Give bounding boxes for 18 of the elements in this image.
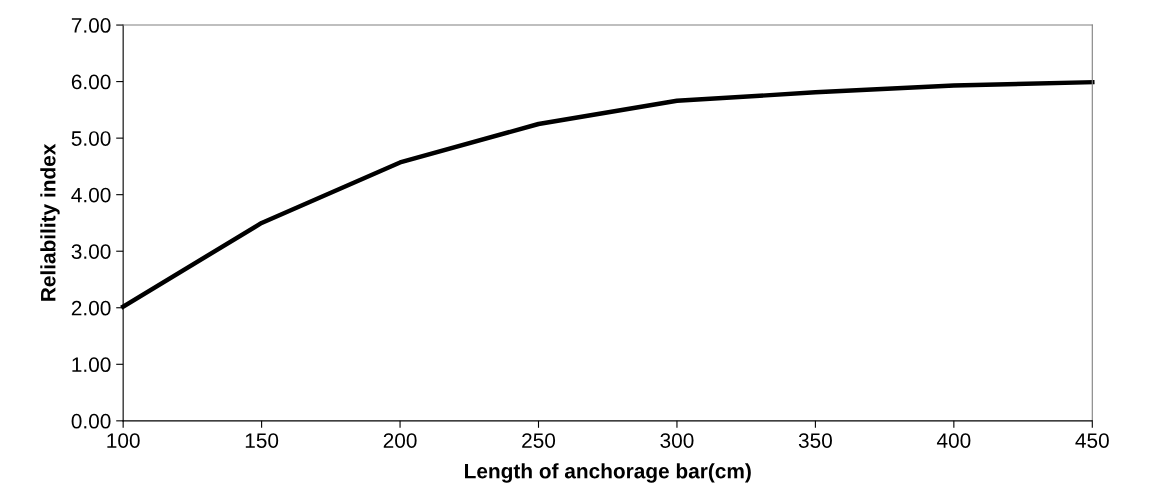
y-tick-label: 6.00 bbox=[71, 74, 111, 90]
x-tick-label: 250 bbox=[522, 433, 556, 448]
y-tick-label: 3.00 bbox=[71, 244, 111, 259]
y-tick-label: 0.00 bbox=[71, 413, 111, 429]
y-tick-label: 5.00 bbox=[71, 131, 111, 146]
x-tick-label: 150 bbox=[245, 433, 279, 448]
x-tick-label: 300 bbox=[660, 433, 694, 448]
y-tick-label: 1.00 bbox=[72, 357, 111, 373]
y-axis-title: Reliability index bbox=[40, 143, 60, 301]
x-tick-label: 450 bbox=[1075, 433, 1109, 448]
y-tick-label: 2.00 bbox=[71, 300, 111, 316]
y-tick-label: 7.00 bbox=[71, 18, 111, 33]
x-tick-label: 100 bbox=[107, 433, 140, 448]
x-tick-label: 400 bbox=[936, 433, 971, 448]
y-tick-label: 4.00 bbox=[71, 187, 111, 203]
x-tick-label: 200 bbox=[383, 433, 417, 448]
x-axis-title: Length of anchorage bar(cm) bbox=[465, 463, 751, 483]
x-tick-label: 350 bbox=[798, 433, 832, 448]
